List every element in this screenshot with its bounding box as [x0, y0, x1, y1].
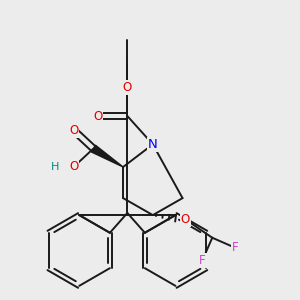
- Text: O: O: [69, 160, 78, 173]
- Polygon shape: [91, 145, 123, 167]
- Text: H: H: [51, 162, 59, 172]
- Text: N: N: [148, 138, 158, 151]
- Text: F: F: [232, 241, 238, 254]
- Text: F: F: [199, 254, 206, 267]
- Text: O: O: [69, 124, 78, 137]
- Text: O: O: [181, 213, 190, 226]
- Text: O: O: [93, 110, 102, 122]
- Text: O: O: [123, 81, 132, 94]
